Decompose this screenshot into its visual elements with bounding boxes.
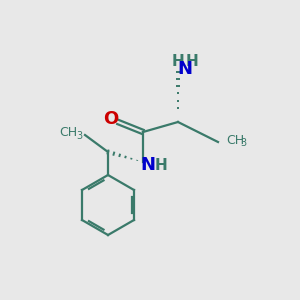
Text: N: N	[178, 60, 193, 78]
Text: 3: 3	[76, 131, 82, 141]
Text: H: H	[186, 55, 198, 70]
Text: CH: CH	[59, 125, 77, 139]
Text: H: H	[172, 55, 184, 70]
Text: CH: CH	[226, 134, 244, 146]
Text: H: H	[154, 158, 167, 172]
Text: 3: 3	[240, 138, 246, 148]
Text: O: O	[103, 110, 118, 128]
Text: N: N	[140, 156, 155, 174]
